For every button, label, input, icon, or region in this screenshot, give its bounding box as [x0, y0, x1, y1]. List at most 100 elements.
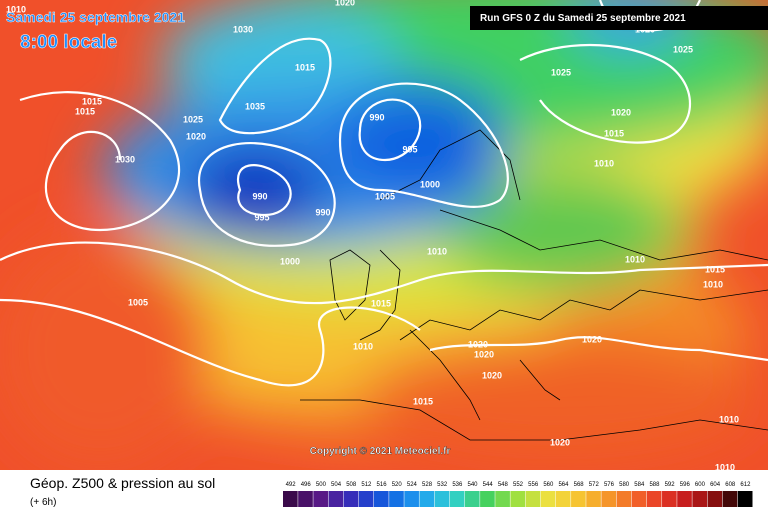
scale-label: 604: [710, 482, 721, 488]
scale-label: 532: [437, 482, 448, 488]
isobar-label: 1020: [468, 339, 488, 349]
isobar-label: 1010: [594, 158, 614, 168]
scale-swatch: [692, 491, 708, 507]
scale-label: 548: [498, 482, 509, 488]
scale-label: 572: [589, 482, 600, 488]
scale-label: 492: [286, 482, 297, 488]
scale-swatch: [707, 491, 723, 507]
isobar-label: 1025: [551, 67, 571, 77]
scale-label: 580: [619, 482, 630, 488]
scale-swatch: [373, 491, 389, 507]
scale-swatch: [571, 491, 586, 507]
scale-label: 508: [346, 482, 357, 488]
isobar-label: 1005: [128, 297, 148, 307]
isobar-label: 1015: [295, 62, 315, 72]
scale-label: 608: [725, 482, 736, 488]
date: Samedi 25 septembre 2021: [6, 9, 185, 25]
isobar-label: 1025: [673, 44, 693, 54]
scale-label: 600: [695, 482, 706, 488]
scale-swatch: [298, 491, 313, 507]
scale-swatch: [646, 491, 662, 507]
scale-label: 500: [316, 482, 327, 488]
isobar-label: 1000: [420, 179, 440, 189]
scale-label: 596: [680, 482, 691, 488]
isobar-label: 1010: [719, 414, 739, 424]
scale-label: 524: [407, 482, 418, 488]
scale-swatch: [722, 491, 738, 507]
footer-title: Géop. Z500 & pression au sol: [30, 475, 215, 491]
scale-label: 504: [331, 482, 342, 488]
scale-label: 520: [392, 482, 403, 488]
isobar-label: 1020: [474, 349, 494, 359]
run-info: Run GFS 0 Z du Samedi 25 septembre 2021: [480, 13, 686, 24]
scale-label: 512: [361, 482, 372, 488]
isobar-label: 995: [254, 212, 269, 222]
scale-label: 576: [604, 482, 615, 488]
isobar-label: 990: [252, 191, 267, 201]
scale-swatch: [555, 491, 571, 507]
isobar-label: 1010: [353, 341, 373, 351]
isobar-label: 1020: [482, 370, 502, 380]
isobar-labels: 1010 1020 1030 1015 1035 1025 1020 1015 …: [6, 0, 739, 472]
scale-swatch: [631, 491, 647, 507]
scale-label: 588: [649, 482, 660, 488]
scale-label: 556: [528, 482, 539, 488]
scale-label: 612: [740, 482, 751, 488]
scale-swatch: [404, 491, 419, 507]
scale-label: 516: [377, 482, 388, 488]
isobar-label: 1020: [186, 131, 206, 141]
scale-swatch: [313, 491, 328, 507]
isobar-label: 1035: [245, 101, 265, 111]
isobar-label: 995: [402, 144, 417, 154]
isobar-label: 1015: [604, 128, 624, 138]
field: [0, 0, 768, 470]
isobar-label: 1030: [115, 154, 135, 164]
footer-step: (+ 6h): [30, 497, 56, 508]
scale-label: 564: [558, 482, 569, 488]
scale-label: 552: [513, 482, 524, 488]
scale-swatch: [480, 491, 495, 507]
isobar-label: 1020: [550, 437, 570, 447]
isobar-label: 1015: [82, 96, 102, 106]
isobar-label: 1020: [335, 0, 355, 7]
isobar-label: 1015: [371, 298, 391, 308]
scale-label: 560: [543, 482, 554, 488]
time: 8:00 locale: [20, 32, 117, 53]
scale-swatch: [283, 491, 298, 507]
isobar-label: 1010: [715, 462, 735, 472]
isobar-label: 1010: [427, 246, 447, 256]
scale-label: 496: [301, 482, 312, 488]
scale-label: 528: [422, 482, 433, 488]
scale-swatch: [737, 491, 753, 507]
isobar-label: 1010: [703, 279, 723, 289]
scale-label: 584: [634, 482, 645, 488]
isobar-label: 1015: [75, 106, 95, 116]
scale-swatch: [495, 491, 510, 507]
scale-label: 540: [468, 482, 479, 488]
scale-swatch: [525, 491, 541, 507]
isobar-label: 990: [315, 207, 330, 217]
scale-swatch: [358, 491, 374, 507]
scale-swatch: [510, 491, 526, 507]
color-scale: 492 496 500 504 508 512 516 520 524 528 532 536 540 5…: [283, 482, 753, 507]
scale-swatch: [328, 491, 344, 507]
scale-swatch: [540, 491, 556, 507]
isobar-label: 1020: [611, 107, 631, 117]
scale-swatch: [434, 491, 450, 507]
scale-label: 536: [452, 482, 463, 488]
isobar-label: 1030: [233, 24, 253, 34]
isobar-label: 1015: [705, 264, 725, 274]
scale-swatch: [586, 491, 601, 507]
isobar-label: 990: [369, 112, 384, 122]
run-box: [470, 6, 768, 30]
scale-swatch: [662, 491, 677, 507]
copyright: Copyright © 2021 Meteociel.fr: [310, 446, 451, 457]
isobar-label: 1020: [582, 334, 602, 344]
isobar-label: 1015: [413, 396, 433, 406]
scale-swatch: [419, 491, 435, 507]
scale-swatch: [389, 491, 404, 507]
scale-swatch: [464, 491, 480, 507]
scale-swatch: [601, 491, 617, 507]
isobar-label: 1010: [6, 4, 26, 14]
